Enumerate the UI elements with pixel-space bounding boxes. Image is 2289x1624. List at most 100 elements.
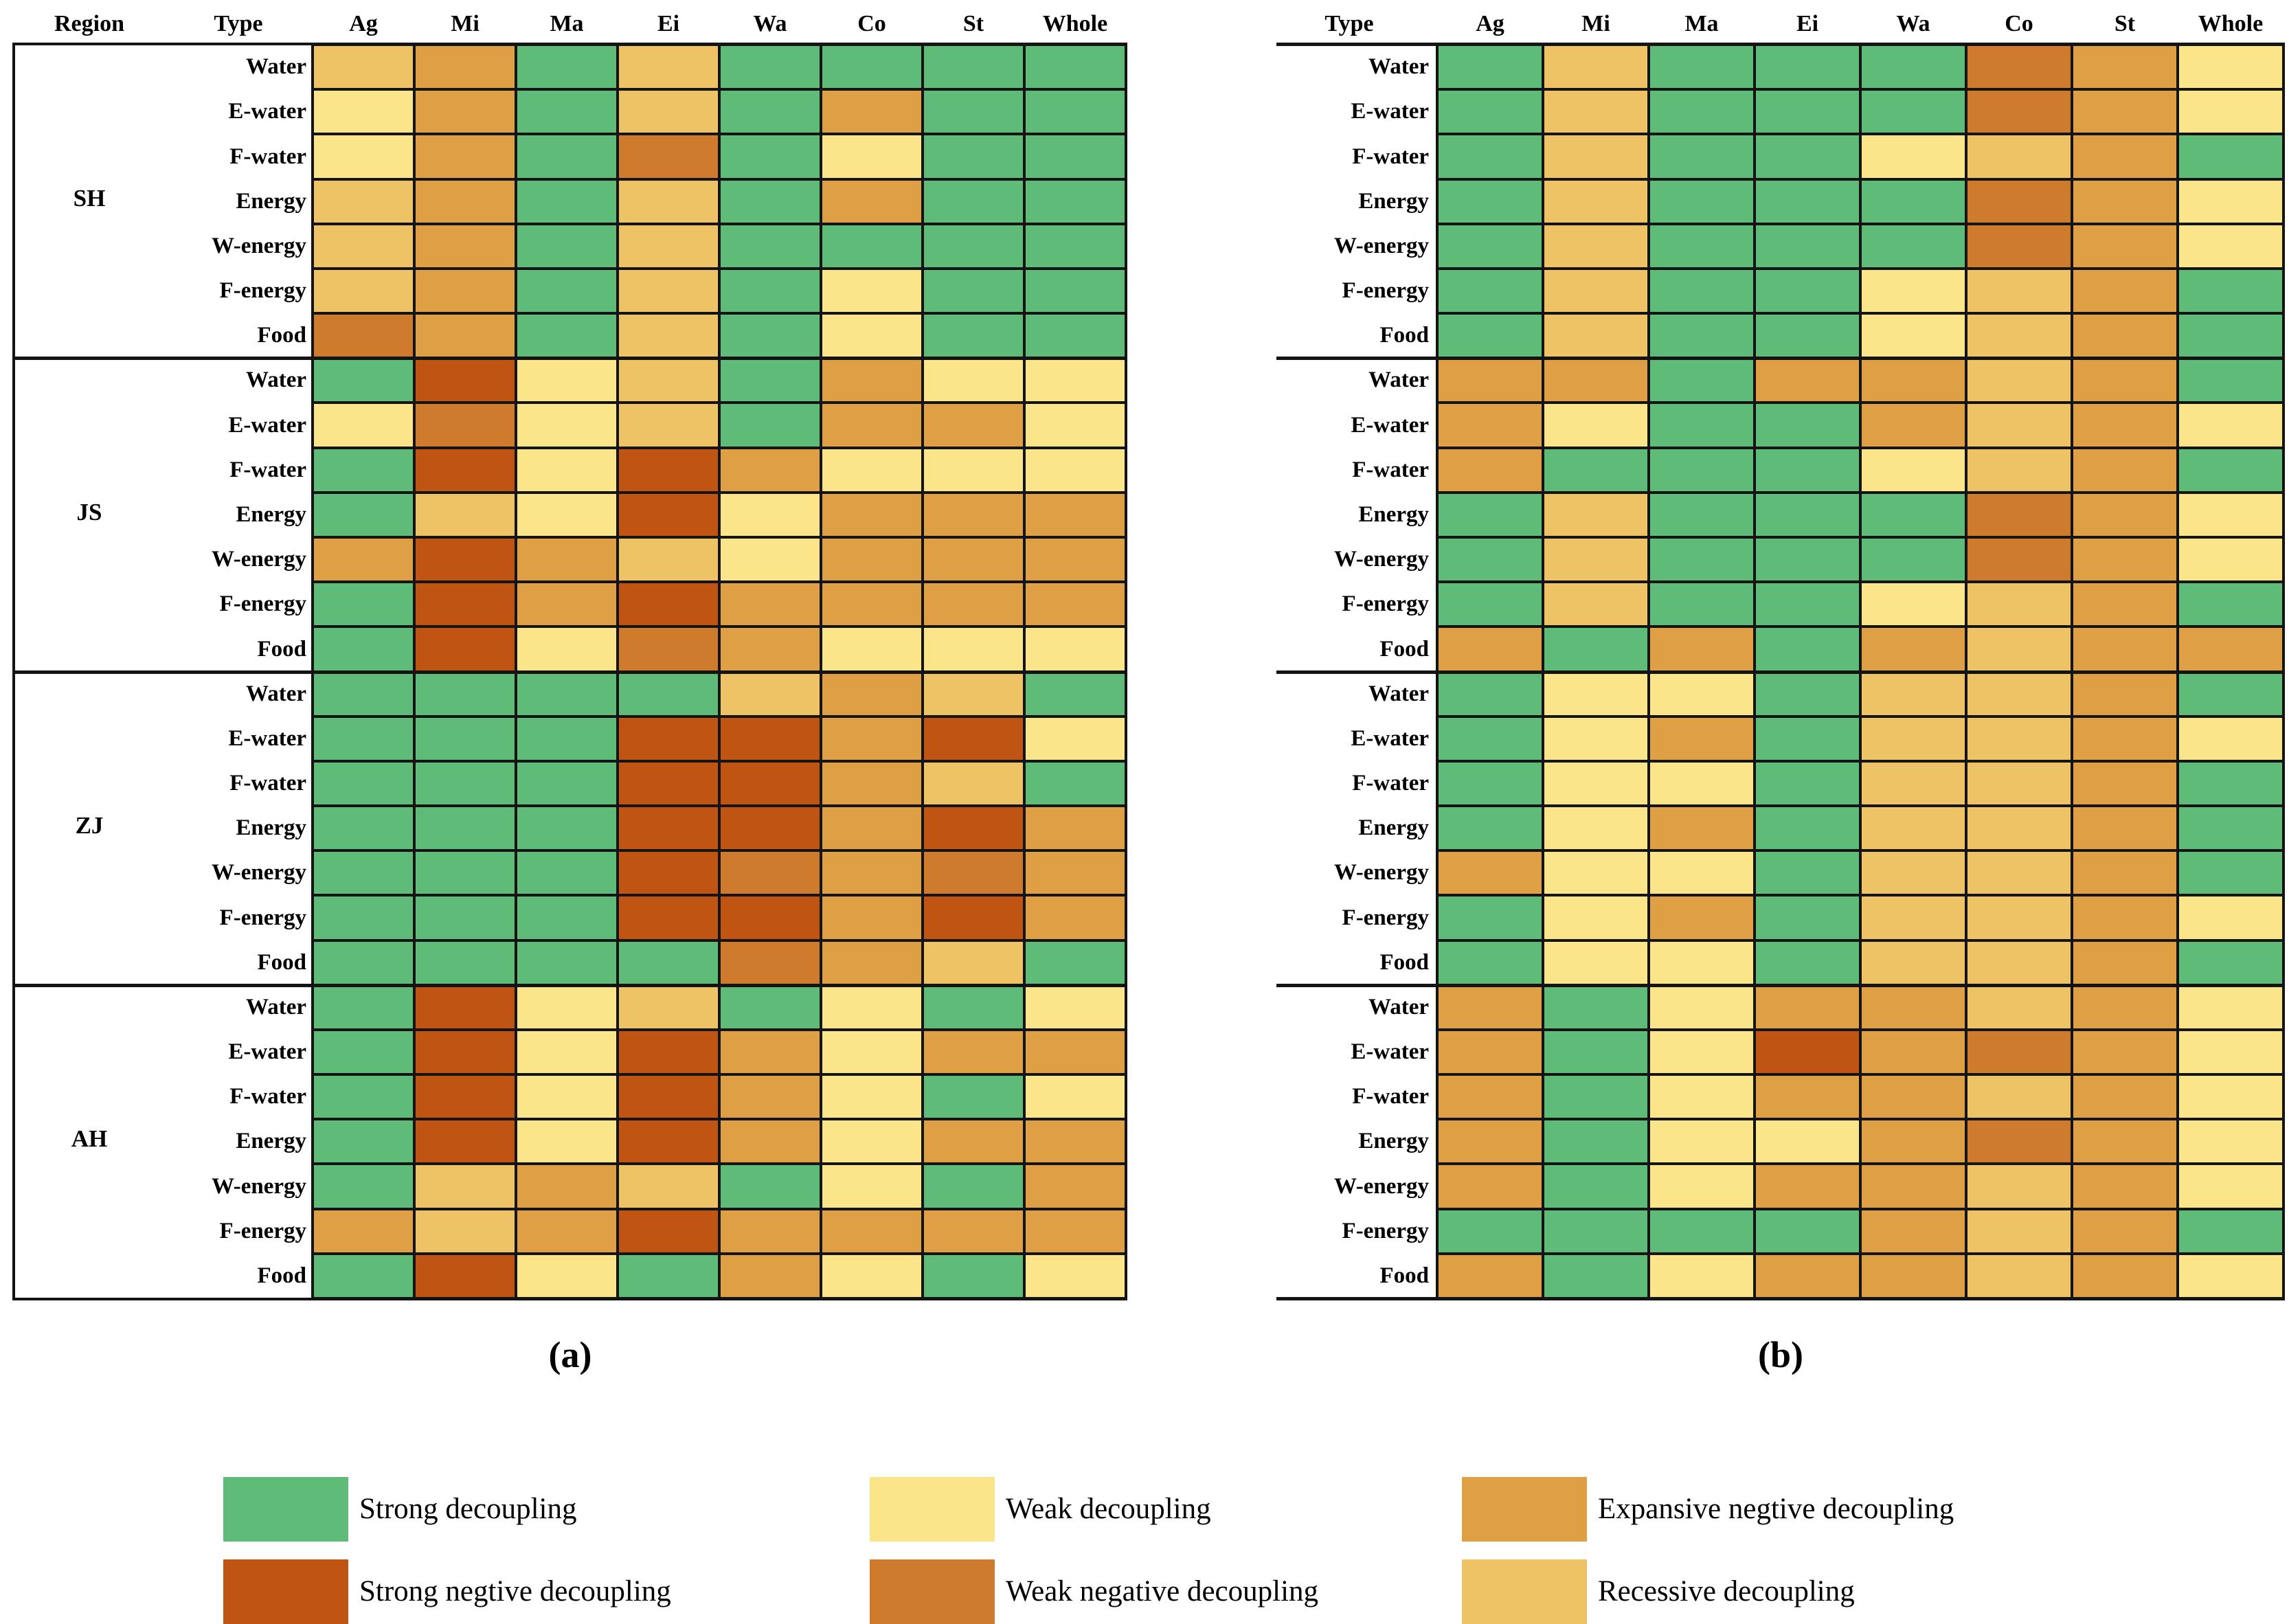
row-label-energy: Energy bbox=[236, 502, 306, 527]
heatmap-cell bbox=[719, 806, 821, 850]
heatmap-cell bbox=[618, 403, 719, 448]
row-label-energy: Energy bbox=[1358, 815, 1429, 840]
heatmap-cell bbox=[1543, 806, 1649, 850]
heatmap-cell bbox=[719, 1209, 821, 1254]
heatmap-cell bbox=[821, 850, 923, 895]
heatmap-cell bbox=[516, 448, 618, 493]
heatmap-cell bbox=[1024, 985, 1126, 1030]
heatmap-cell bbox=[1966, 224, 2072, 269]
row-label-f-energy: F-energy bbox=[219, 1219, 306, 1243]
heatmap-cell bbox=[1649, 761, 1755, 806]
heatmap-cell bbox=[414, 448, 516, 493]
heatmap-cell bbox=[1649, 717, 1755, 761]
column-header-mi: Mi bbox=[451, 11, 480, 36]
heatmap-cell bbox=[1437, 761, 1543, 806]
heatmap-cell bbox=[618, 717, 719, 761]
row-label-f-energy: F-energy bbox=[219, 905, 306, 930]
heatmap-cell bbox=[1543, 717, 1649, 761]
heatmap-cell bbox=[1437, 269, 1543, 313]
heatmap-cell bbox=[313, 582, 414, 627]
legend-label: Strong negtive decoupling bbox=[359, 1575, 671, 1608]
heatmap-cell bbox=[1966, 761, 2072, 806]
heatmap-cell bbox=[1966, 850, 2072, 895]
heatmap-cell bbox=[719, 448, 821, 493]
column-header-wa: Wa bbox=[1896, 11, 1930, 36]
heatmap-cell bbox=[923, 1074, 1024, 1119]
row-label-energy: Energy bbox=[236, 1129, 306, 1153]
heatmap-cell bbox=[618, 224, 719, 269]
heatmap-cell bbox=[1966, 1030, 2072, 1074]
heatmap-cell bbox=[1649, 1030, 1755, 1074]
heatmap-cell bbox=[923, 89, 1024, 134]
heatmap-cell bbox=[1755, 269, 1860, 313]
heatmap-cell bbox=[1024, 493, 1126, 537]
heatmap-cell bbox=[1437, 224, 1543, 269]
heatmap-cell bbox=[923, 895, 1024, 940]
heatmap-cell bbox=[414, 358, 516, 403]
heatmap-cell bbox=[1543, 358, 1649, 403]
heatmap-cell bbox=[1649, 448, 1755, 493]
legend-label: Strong decoupling bbox=[359, 1493, 577, 1525]
heatmap-cell bbox=[923, 45, 1024, 89]
heatmap-cell bbox=[618, 895, 719, 940]
heatmap-cell bbox=[923, 627, 1024, 672]
heatmap-cell bbox=[1860, 45, 1966, 89]
heatmap-cell bbox=[1543, 940, 1649, 985]
heatmap-cell bbox=[516, 806, 618, 850]
heatmap-cell bbox=[1860, 717, 1966, 761]
heatmap-cell bbox=[1649, 537, 1755, 582]
heatmap-cell bbox=[516, 45, 618, 89]
row-label-energy: Energy bbox=[236, 189, 306, 214]
heatmap-cell bbox=[923, 403, 1024, 448]
heatmap-cell bbox=[1543, 895, 1649, 940]
heatmap-cell bbox=[1966, 313, 2072, 358]
heatmap-cell bbox=[414, 761, 516, 806]
heatmap-cell bbox=[618, 1074, 719, 1119]
heatmap-cell bbox=[2072, 672, 2178, 717]
heatmap-cell bbox=[719, 179, 821, 224]
heatmap-cell bbox=[719, 985, 821, 1030]
column-header-whole: Whole bbox=[2198, 11, 2264, 36]
heatmap-cell bbox=[1649, 940, 1755, 985]
heatmap-cell bbox=[618, 358, 719, 403]
heatmap-cell bbox=[2072, 761, 2178, 806]
heatmap-cell bbox=[1966, 493, 2072, 537]
heatmap-cell bbox=[1543, 1030, 1649, 1074]
heatmap-cell bbox=[821, 1164, 923, 1209]
heatmap-cell bbox=[923, 179, 1024, 224]
heatmap-cell bbox=[2072, 582, 2178, 627]
heatmap-cell bbox=[618, 1209, 719, 1254]
heatmap-cell bbox=[516, 761, 618, 806]
row-label-e-water: E-water bbox=[1351, 726, 1429, 751]
heatmap-cell bbox=[1966, 269, 2072, 313]
heatmap-cell bbox=[1966, 403, 2072, 448]
heatmap-cell bbox=[313, 537, 414, 582]
heatmap-cell bbox=[313, 717, 414, 761]
heatmap-cell bbox=[2178, 672, 2284, 717]
heatmap-cell bbox=[1860, 134, 1966, 179]
heatmap-cell bbox=[821, 895, 923, 940]
heatmap-cell bbox=[1966, 179, 2072, 224]
heatmap-cell bbox=[2178, 761, 2284, 806]
heatmap-cell bbox=[923, 806, 1024, 850]
heatmap-cell bbox=[1543, 1164, 1649, 1209]
heatmap-cell bbox=[1966, 1074, 2072, 1119]
heatmap-cell bbox=[1860, 1164, 1966, 1209]
heatmap-cell bbox=[719, 895, 821, 940]
heatmap-cell bbox=[923, 1209, 1024, 1254]
heatmap-cell bbox=[821, 179, 923, 224]
heatmap-cell bbox=[2178, 1209, 2284, 1254]
heatmap-cell bbox=[1437, 179, 1543, 224]
heatmap-cell bbox=[313, 627, 414, 672]
row-label-f-energy: F-energy bbox=[219, 278, 306, 303]
heatmap-cell bbox=[516, 627, 618, 672]
region-group-separator bbox=[1276, 984, 2285, 987]
heatmap-cell bbox=[1649, 1164, 1755, 1209]
heatmap-cell bbox=[1755, 1030, 1860, 1074]
heatmap-cell bbox=[2178, 179, 2284, 224]
heatmap-cell bbox=[313, 761, 414, 806]
heatmap-cell bbox=[516, 313, 618, 358]
heatmap-cell bbox=[1860, 985, 1966, 1030]
heatmap-cell bbox=[313, 940, 414, 985]
heatmap-cell bbox=[821, 134, 923, 179]
